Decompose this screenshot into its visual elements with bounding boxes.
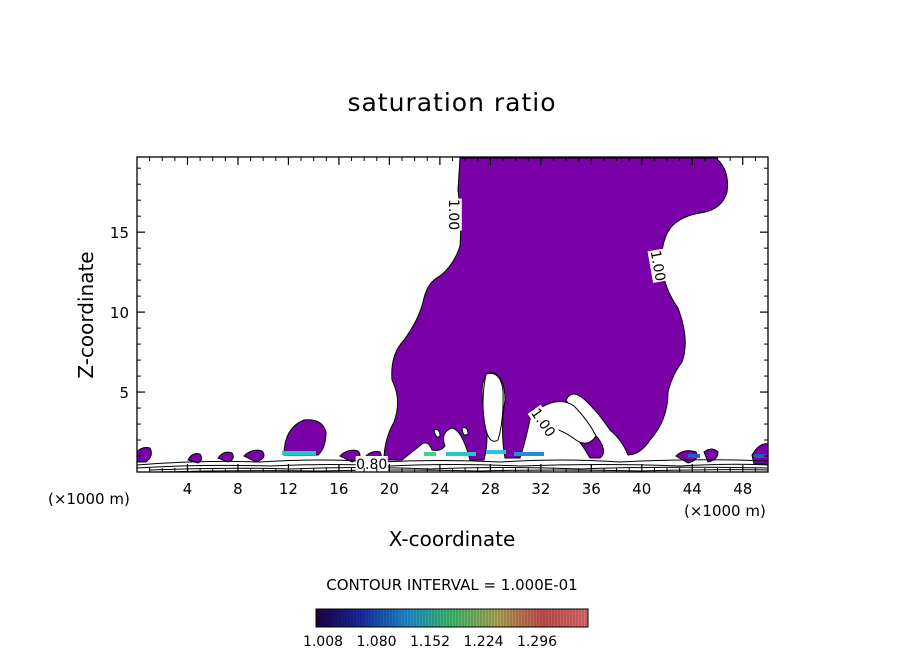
contour-label-bg [445, 198, 462, 231]
x-tick-label: 48 [733, 480, 752, 498]
x-tick-label: 24 [430, 480, 449, 498]
contour-label: 1.00 [445, 199, 461, 230]
bright-cell-5 [514, 452, 544, 456]
colorbar-label: 1.296 [517, 634, 557, 650]
saturation-fill-regions [136, 157, 769, 465]
y-tick-label: 10 [110, 304, 129, 322]
x-tick-label: 12 [279, 480, 298, 498]
colorbar-label: 1.080 [356, 634, 396, 650]
contour-interval-text: CONTOUR INTERVAL = 1.000E-01 [326, 576, 578, 594]
low-patch-3 [217, 451, 234, 463]
contour-label-bg [527, 404, 560, 441]
x-tick-label: 4 [183, 480, 193, 498]
y-tick-label: 15 [110, 224, 129, 242]
colorbar-label: 1.008 [303, 634, 343, 650]
bright-cell-6 [688, 454, 700, 458]
bright-cell-1 [282, 451, 316, 455]
chart-title: saturation ratio [347, 88, 557, 117]
colorbar: 1.008 1.080 1.152 1.224 1.296 [303, 608, 589, 650]
cloud-hole-1 [482, 372, 504, 442]
low-patch-8 [703, 448, 719, 463]
x-axis-label: X-coordinate [388, 527, 516, 551]
bright-cell-3 [446, 452, 476, 456]
cloud-hole-3 [433, 429, 441, 438]
x-unit-label-right: (×1000 m) [684, 502, 766, 520]
low-patch-left [136, 447, 152, 463]
cloud-hole-4 [461, 427, 469, 436]
x-tick-label: 32 [531, 480, 550, 498]
contour-label-bg [647, 248, 669, 283]
contour-label: 1.00 [647, 249, 668, 282]
bright-cell-7 [754, 454, 766, 458]
bright-cell-2 [424, 452, 436, 456]
x-tick-label: 44 [683, 480, 702, 498]
colorbar-label: 1.224 [463, 634, 503, 650]
low-patch-4 [243, 449, 265, 463]
cloud-small-bump [283, 419, 327, 456]
y-tick-label: 5 [119, 384, 129, 402]
x-tick-label: 28 [481, 480, 500, 498]
colorbar-label: 1.152 [410, 634, 450, 650]
x-tick-label: 20 [380, 480, 399, 498]
contour-label: 0.80 [356, 457, 387, 473]
x-tick-label: 8 [233, 480, 243, 498]
bright-cell-4 [486, 450, 506, 454]
x-tick-label: 40 [632, 480, 651, 498]
x-tick-label: 16 [329, 480, 348, 498]
x-tick-label: 36 [582, 480, 601, 498]
x-unit-label-left: (×1000 m) [48, 490, 130, 508]
